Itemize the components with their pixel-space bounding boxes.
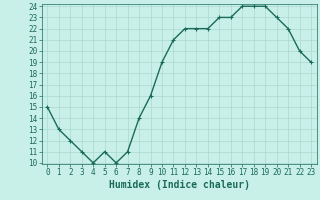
X-axis label: Humidex (Indice chaleur): Humidex (Indice chaleur) [109,180,250,190]
